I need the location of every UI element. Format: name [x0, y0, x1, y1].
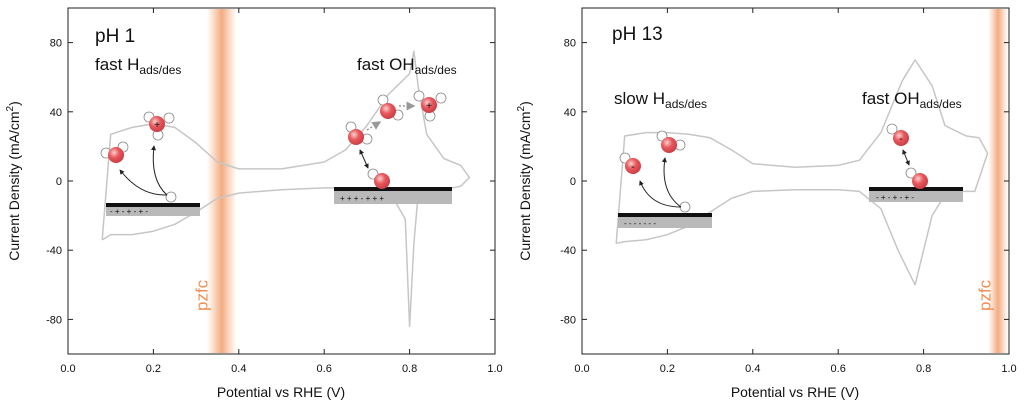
pzfc-label: pzfc: [976, 279, 995, 311]
proton-transfer-arrow-icon: [366, 121, 382, 131]
adsorbed-oh-icon: [905, 167, 928, 189]
hydronium-icon: +: [143, 111, 175, 141]
x-tick-label: 1.0: [487, 363, 502, 375]
electrode-left: - - - - - - -: [618, 213, 712, 228]
x-axis-label: Potential vs RHE (V): [731, 384, 859, 400]
x-tick-label: 0.6: [831, 363, 846, 375]
x-tick-label: 0.4: [745, 363, 760, 375]
x-tick-label: 0.8: [916, 363, 931, 375]
axis-ticks: 0.0 0.2 0.4 0.6 0.8 1.0 -80 -40 0 40 80: [46, 8, 503, 375]
x-tick-label: 0.2: [660, 363, 675, 375]
svg-text:+: +: [154, 120, 160, 131]
x-tick-label: 0.0: [574, 363, 589, 375]
water-molecule-icon: -: [886, 123, 909, 146]
y-axis-label: Current Density (mA/cm2): [5, 101, 22, 261]
x-tick-label: 1.0: [1001, 363, 1016, 375]
y-tick-label: 0: [56, 176, 62, 188]
oh-exchange-arrow-icon: [902, 149, 910, 166]
water-molecule-icon: [377, 94, 404, 121]
x-tick-label: 0.6: [317, 363, 332, 375]
hydronium-icon: +: [413, 90, 447, 122]
chart-panel-ph13: 0.0 0.2 0.4 0.6 0.8 1.0 -80 -40 0 40 80 pH 13 slow…: [516, 7, 1017, 400]
h-adsorption-arrow-icon: [639, 180, 682, 208]
y-axis-label: Current Density (mA/cm2): [516, 101, 533, 261]
y-tick-label: -80: [46, 314, 62, 326]
water-molecule-icon: [656, 130, 686, 153]
svg-text:+: +: [426, 101, 432, 112]
plot-area-frame: [581, 7, 1010, 355]
pzfc-band: [206, 9, 237, 353]
axis-ticks: 0.0 0.2 0.4 0.6 0.8 1.0 -80 -40 0 40 80: [560, 8, 1017, 375]
y-tick-label: -80: [560, 314, 576, 326]
panel-title: pH 1: [95, 26, 135, 47]
panel-title: pH 13: [612, 24, 663, 45]
surface-charge-left: - - - - - - -: [624, 219, 656, 228]
adsorbed-h-icon: [165, 191, 177, 203]
water-molecule-icon: [100, 141, 129, 163]
electrode-right: + + + - + + +: [334, 187, 452, 204]
h-annotation: fast Hads/des: [95, 55, 181, 77]
x-tick-label: 0.4: [231, 363, 246, 375]
y-tick-label: -40: [560, 245, 576, 257]
adsorbed-oh-icon: [367, 168, 390, 189]
oh-annotation: fast OHads/des: [357, 55, 457, 77]
x-tick-label: 0.8: [402, 363, 417, 375]
surface-charge-left: - + - + - + -: [110, 207, 148, 216]
x-tick-label: 0.0: [60, 363, 75, 375]
h-desorption-arrow-icon: [151, 145, 168, 196]
surface-charge-right: - + - + - + -: [876, 193, 914, 202]
y-tick-label: 80: [564, 38, 576, 50]
pzfc-band: [988, 9, 1008, 353]
y-tick-label: 80: [50, 38, 62, 50]
y-tick-label: 40: [564, 107, 576, 119]
water-molecule-icon: [345, 121, 373, 145]
cv-curve: [101, 50, 471, 328]
h-annotation: slow Hads/des: [614, 89, 707, 111]
h-adsorption-arrow-icon: [119, 169, 168, 196]
electrode-right: - + - + - + -: [869, 187, 963, 202]
svg-text:-: -: [899, 133, 903, 145]
x-axis-label: Potential vs RHE (V): [217, 384, 345, 400]
pzfc-label: pzfc: [193, 279, 212, 311]
y-tick-label: 0: [570, 176, 576, 188]
surface-charge-right: + + + - + + +: [340, 194, 384, 203]
y-tick-label: -40: [46, 245, 62, 257]
oh-exchange-arrow-icon: [359, 149, 369, 169]
electrode-left: - + - + - + -: [106, 203, 200, 216]
hydroxide-ion-icon: -: [619, 152, 641, 174]
adsorbed-h-icon: [679, 201, 691, 213]
x-tick-label: 0.2: [146, 363, 161, 375]
y-tick-label: 40: [50, 107, 62, 119]
chart-panel-ph1: 0.0 0.2 0.4 0.6 0.8 1.0 -80 -40 0 40 80 pH 1 fast …: [5, 7, 503, 400]
cv-curve: [615, 59, 989, 286]
h-desorption-arrow-icon: [661, 157, 682, 208]
oh-annotation: fast OHads/des: [862, 89, 962, 111]
svg-text:-: -: [631, 161, 635, 173]
